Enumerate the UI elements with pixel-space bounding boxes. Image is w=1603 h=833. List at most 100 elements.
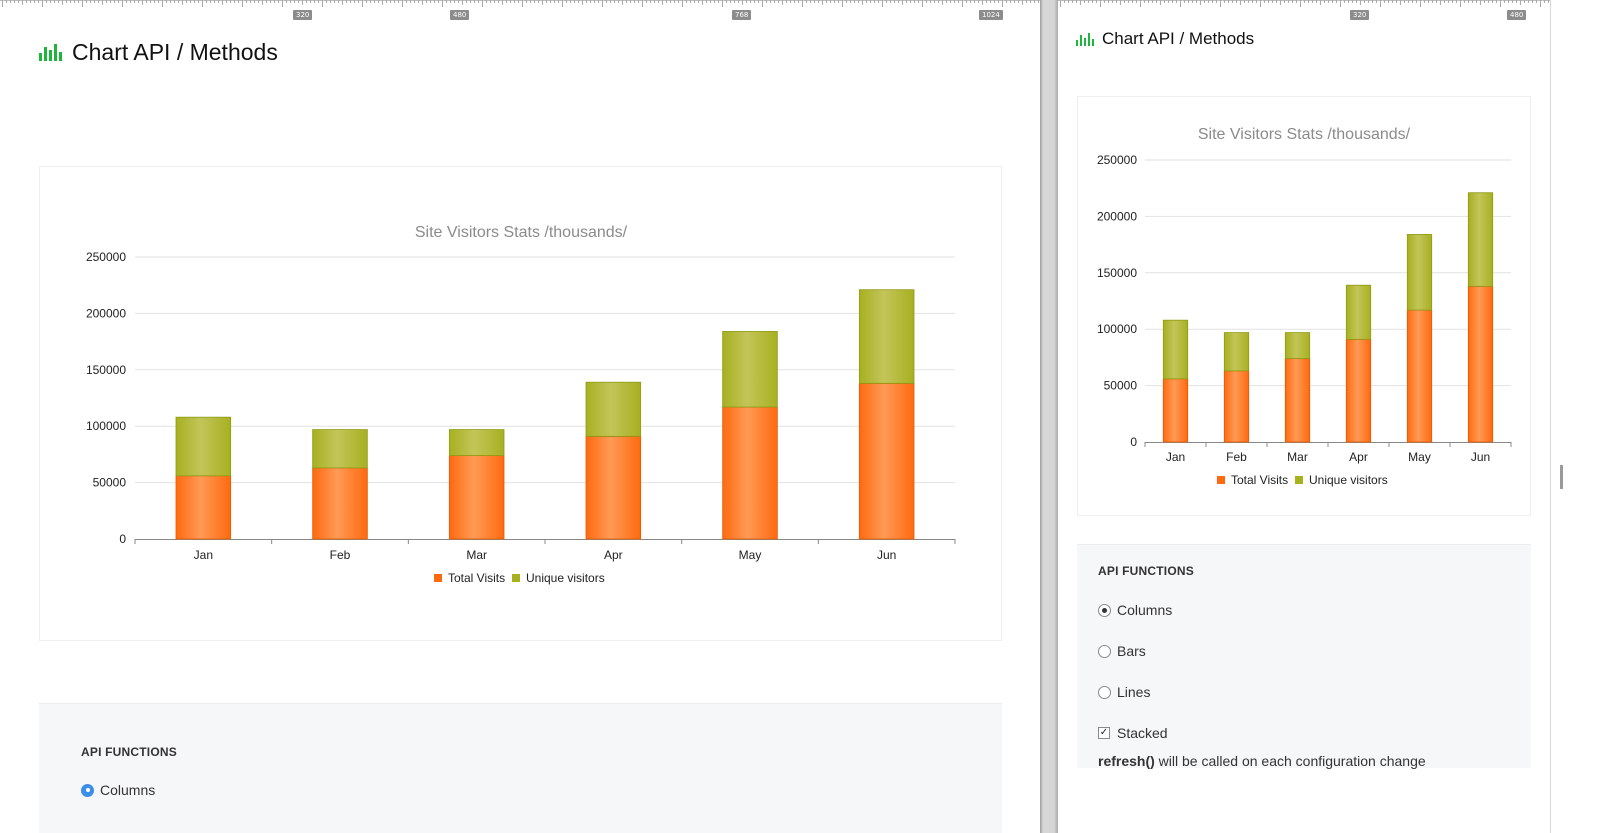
frame-divider bbox=[1040, 0, 1058, 833]
y-tick-label: 200000 bbox=[1097, 209, 1137, 223]
preview-frame-480: 320 480 Chart API / Methods Site Visitor… bbox=[1058, 0, 1550, 833]
chart-legend: Total Visits Unique visitors bbox=[434, 571, 605, 585]
legend-label: Unique visitors bbox=[1309, 473, 1388, 487]
option-bars-label: Bars bbox=[1117, 643, 1146, 659]
ruler-label-480: 480 bbox=[450, 10, 470, 20]
y-tick-label: 150000 bbox=[1097, 266, 1137, 280]
ruler-label-480: 480 bbox=[1507, 10, 1527, 20]
option-columns-label: Columns bbox=[1117, 602, 1173, 618]
option-bars[interactable]: Bars bbox=[1098, 643, 1146, 659]
legend-swatch bbox=[1217, 476, 1225, 484]
y-tick-label: 50000 bbox=[1104, 379, 1138, 393]
api-heading: API FUNCTIONS bbox=[1098, 564, 1194, 578]
checkbox-stacked[interactable]: ✓ bbox=[1098, 727, 1110, 739]
bar-jun-total-visits[interactable] bbox=[858, 382, 915, 540]
y-tick-label: 100000 bbox=[1097, 322, 1137, 336]
chart-panel: Site Visitors Stats /thousands/0 50000 100… bbox=[39, 166, 1002, 641]
ruler-label-320: 320 bbox=[1350, 10, 1370, 20]
bar-chart-icon bbox=[39, 44, 62, 61]
note-text: will be called on each configuration cha… bbox=[1154, 753, 1426, 769]
stacked-column-chart: Site Visitors Stats /thousands/0 50000 100… bbox=[1097, 126, 1512, 487]
option-lines-label: Lines bbox=[1117, 684, 1151, 700]
x-tick-label: Feb bbox=[330, 548, 351, 562]
bar-mar-total-visits[interactable] bbox=[448, 455, 505, 540]
bar-apr-total-visits[interactable] bbox=[585, 435, 642, 540]
option-columns[interactable]: Columns bbox=[81, 782, 155, 798]
x-tick-label: Mar bbox=[1287, 450, 1308, 464]
scroll-marker bbox=[1560, 465, 1563, 489]
bar-mar-unique-visitors[interactable] bbox=[448, 429, 505, 456]
bar-feb-unique-visitors[interactable] bbox=[312, 429, 368, 469]
config-note: refresh() will be called on each configu… bbox=[1098, 753, 1426, 769]
radio-lines[interactable] bbox=[1098, 685, 1111, 699]
bar-jan-unique-visitors[interactable] bbox=[1162, 319, 1189, 380]
x-tick-label: Mar bbox=[466, 548, 487, 562]
bar-chart-icon bbox=[1076, 32, 1094, 46]
chart-title: Site Visitors Stats /thousands/ bbox=[1198, 126, 1411, 143]
option-columns-label: Columns bbox=[100, 782, 156, 798]
bar-feb-unique-visitors[interactable] bbox=[1223, 332, 1250, 372]
bar-jan-unique-visitors[interactable] bbox=[175, 416, 232, 477]
y-tick-label: 250000 bbox=[1097, 153, 1137, 167]
bar-may-total-visits[interactable] bbox=[722, 406, 778, 540]
y-tick-label: 100000 bbox=[86, 419, 126, 433]
x-tick-label: Jun bbox=[877, 548, 896, 562]
bar-apr-unique-visitors[interactable] bbox=[585, 381, 642, 437]
legend-swatch bbox=[512, 574, 520, 582]
bar-jun-unique-visitors[interactable] bbox=[1467, 192, 1494, 287]
stacked-column-chart: Site Visitors Stats /thousands/0 50000 100… bbox=[86, 224, 956, 585]
bar-apr-unique-visitors[interactable] bbox=[1345, 284, 1372, 340]
bar-apr-total-visits[interactable] bbox=[1345, 338, 1372, 443]
option-stacked[interactable]: ✓ Stacked bbox=[1098, 725, 1168, 741]
bar-may-unique-visitors[interactable] bbox=[722, 331, 778, 408]
chart-title: Site Visitors Stats /thousands/ bbox=[415, 224, 628, 241]
bar-feb-total-visits[interactable] bbox=[312, 467, 368, 540]
chart-legend: Total Visits Unique visitors bbox=[1217, 473, 1388, 487]
radio-bars[interactable] bbox=[1098, 644, 1111, 658]
legend-label: Unique visitors bbox=[526, 571, 605, 585]
page-title-text: Chart API / Methods bbox=[72, 39, 278, 65]
option-columns[interactable]: Columns bbox=[1098, 602, 1172, 618]
bar-may-unique-visitors[interactable] bbox=[1406, 234, 1433, 311]
legend-label: Total Visits bbox=[1231, 473, 1288, 487]
bar-jan-total-visits[interactable] bbox=[175, 475, 232, 540]
radio-columns[interactable] bbox=[81, 783, 94, 797]
bar-jun-total-visits[interactable] bbox=[1467, 285, 1494, 443]
x-tick-label: Jan bbox=[1166, 450, 1185, 464]
y-tick-label: 200000 bbox=[86, 306, 126, 320]
bar-feb-total-visits[interactable] bbox=[1223, 370, 1250, 443]
radio-columns[interactable] bbox=[1098, 603, 1111, 617]
ruler-label-768: 768 bbox=[732, 10, 752, 20]
ruler: 320 480 bbox=[1058, 0, 1550, 24]
legend-swatch bbox=[434, 574, 442, 582]
x-tick-label: May bbox=[739, 548, 762, 562]
note-code: refresh() bbox=[1098, 753, 1155, 769]
ruler-label-1024: 1024 bbox=[979, 10, 1003, 20]
bar-jan-total-visits[interactable] bbox=[1162, 378, 1189, 443]
api-heading: API FUNCTIONS bbox=[81, 745, 177, 759]
x-tick-label: Feb bbox=[1226, 450, 1247, 464]
ruler-ticks bbox=[1058, 0, 1550, 7]
frame-edge bbox=[1550, 0, 1603, 833]
bar-mar-total-visits[interactable] bbox=[1284, 358, 1311, 443]
page-title: Chart API / Methods bbox=[39, 39, 278, 66]
page-title: Chart API / Methods bbox=[1076, 29, 1254, 49]
ruler: 320 480 768 1024 bbox=[0, 0, 1040, 24]
y-tick-label: 0 bbox=[1130, 435, 1137, 449]
page-title-text: Chart API / Methods bbox=[1102, 29, 1255, 48]
option-stacked-label: Stacked bbox=[1117, 725, 1168, 741]
bar-mar-unique-visitors[interactable] bbox=[1284, 332, 1311, 359]
ruler-label-320: 320 bbox=[293, 10, 313, 20]
x-tick-label: Apr bbox=[1349, 450, 1368, 464]
bar-may-total-visits[interactable] bbox=[1406, 309, 1433, 443]
x-tick-label: Jun bbox=[1471, 450, 1490, 464]
x-tick-label: Jan bbox=[194, 548, 213, 562]
y-tick-label: 250000 bbox=[86, 250, 126, 264]
bar-jun-unique-visitors[interactable] bbox=[858, 289, 915, 384]
y-tick-label: 150000 bbox=[86, 363, 126, 377]
y-tick-label: 0 bbox=[119, 532, 126, 546]
legend-label: Total Visits bbox=[448, 571, 505, 585]
ruler-ticks bbox=[0, 0, 1040, 7]
preview-frame-1024: 320 480 768 1024 Chart API / Methods Sit… bbox=[0, 0, 1040, 798]
option-lines[interactable]: Lines bbox=[1098, 684, 1150, 700]
